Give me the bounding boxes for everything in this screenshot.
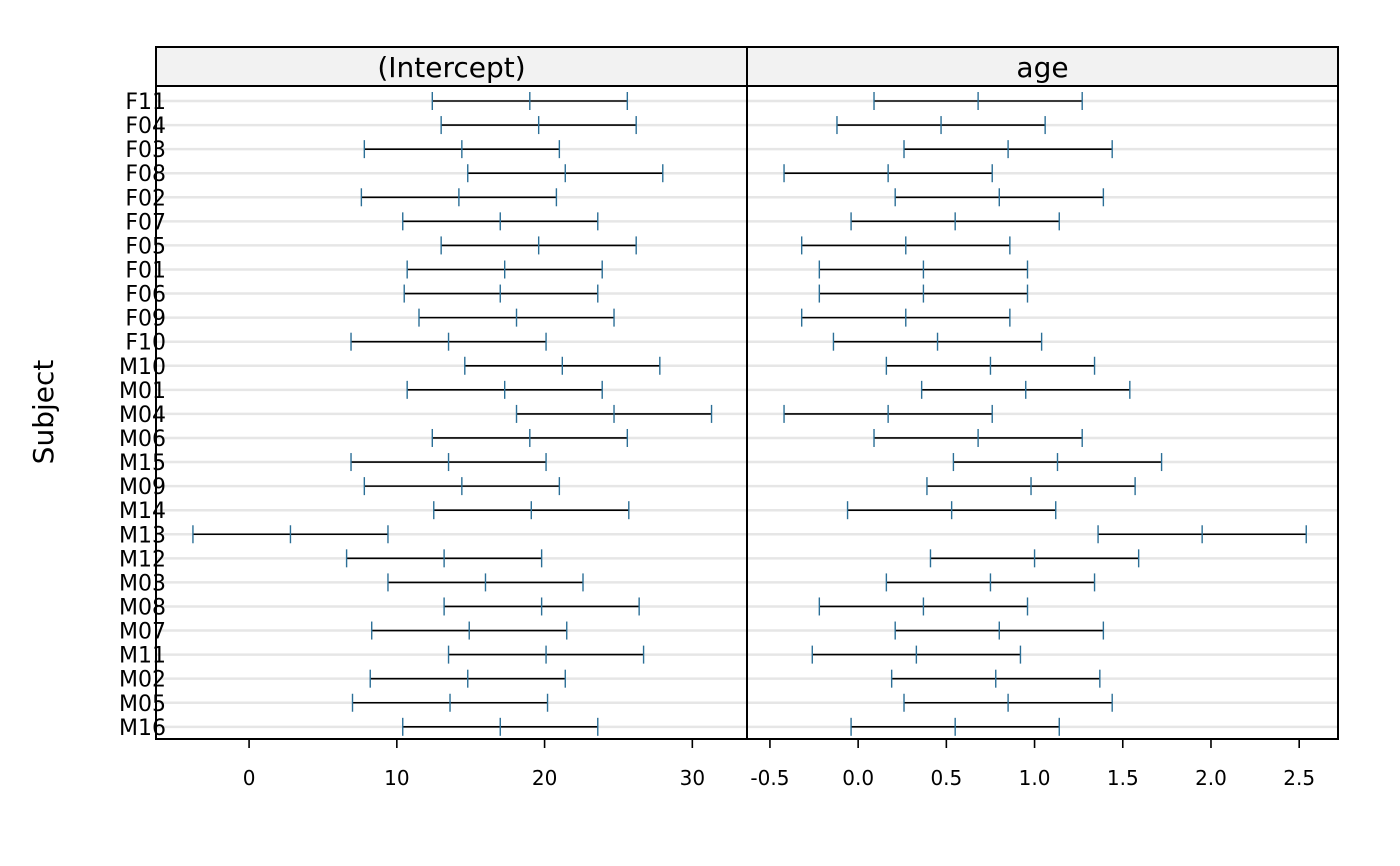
row-label-F04: F04 [125, 114, 166, 139]
row-label-M16: M16 [119, 716, 166, 741]
x-tick-label-panel-1-2: 20 [532, 766, 557, 790]
row-label-M12: M12 [119, 547, 166, 572]
row-label-M02: M02 [119, 668, 166, 693]
x-tick-label-panel-1-0: 0 [243, 766, 256, 790]
row-label-M13: M13 [119, 523, 166, 548]
row-label-F11: F11 [125, 90, 166, 115]
row-label-M06: M06 [119, 427, 166, 452]
row-label-F02: F02 [125, 186, 166, 211]
row-label-M10: M10 [119, 355, 166, 380]
row-label-M08: M08 [119, 595, 166, 620]
row-label-M05: M05 [119, 692, 166, 717]
x-tick-label-panel-2-0: -0.5 [750, 766, 789, 790]
axis-labels: Subject F11F04F03F08F02F07F05F01F06F09F1… [27, 90, 1315, 790]
row-label-F03: F03 [125, 138, 166, 163]
row-label-F09: F09 [125, 307, 166, 332]
x-tick-label-panel-1-3: 30 [680, 766, 705, 790]
row-label-M15: M15 [119, 451, 166, 476]
panel-frame-1 [155, 85, 748, 740]
row-label-M07: M07 [119, 620, 166, 645]
strip-title-panel-1: (Intercept) [377, 51, 525, 84]
strip-title-panel-2: age [1016, 51, 1068, 84]
x-tick-label-panel-2-5: 2.0 [1195, 766, 1227, 790]
row-label-F01: F01 [125, 258, 166, 283]
row-label-F10: F10 [125, 331, 166, 356]
row-label-M09: M09 [119, 475, 166, 500]
x-tick-label-panel-2-4: 1.5 [1107, 766, 1139, 790]
x-tick-label-panel-2-3: 1.0 [1019, 766, 1051, 790]
panel-frames: (Intercept) age [155, 46, 1339, 748]
x-tick-label-panel-2-6: 2.5 [1283, 766, 1315, 790]
row-label-M14: M14 [119, 499, 166, 524]
panel-frame-2 [746, 85, 1339, 740]
row-label-M03: M03 [119, 571, 166, 596]
row-label-M04: M04 [119, 403, 166, 428]
row-label-F05: F05 [125, 234, 166, 259]
x-tick-label-panel-2-2: 0.5 [930, 766, 962, 790]
row-label-F07: F07 [125, 210, 166, 235]
x-tick-label-panel-1-1: 10 [384, 766, 409, 790]
row-label-M11: M11 [119, 644, 166, 669]
y-axis-label: Subject [27, 360, 60, 465]
row-label-F06: F06 [125, 283, 166, 308]
row-label-F08: F08 [125, 162, 166, 187]
row-label-M01: M01 [119, 379, 166, 404]
x-tick-label-panel-2-1: 0.0 [842, 766, 874, 790]
interval-marks [192, 92, 1307, 736]
